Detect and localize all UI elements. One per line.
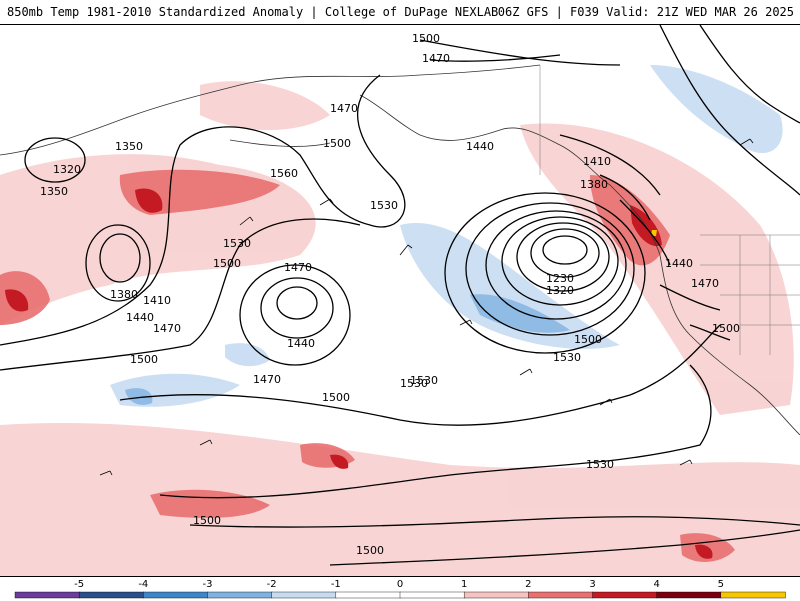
colorbar-segment: [463, 591, 530, 599]
contour-label: 1560: [270, 167, 298, 180]
contour-label: 1530: [400, 377, 428, 390]
colorbar-segment: [656, 591, 722, 599]
contour-label: 1530: [223, 237, 251, 250]
contour-label: 1530: [370, 199, 398, 212]
contour-label: 1470: [330, 102, 358, 115]
colorbar-tick-label: -1: [331, 579, 341, 590]
contour-label: 1470: [253, 373, 281, 386]
colorbar-tick-label: 1: [461, 579, 467, 590]
wind-barbs: [99, 138, 754, 476]
contour-label: 1500: [712, 322, 740, 335]
political-borders: [539, 65, 800, 355]
colorbar-tick-label: 5: [718, 579, 724, 590]
colorbar-tick-label: 2: [525, 579, 531, 590]
contour-label: 1470: [422, 52, 450, 65]
colorbar-tick-label: 0: [397, 579, 403, 590]
contour-label: 1440: [466, 140, 494, 153]
colorbar-segment: [399, 591, 465, 599]
contour-label: 1530: [553, 351, 581, 364]
contour-label: 1470: [284, 261, 312, 274]
colorbar-segments: [14, 591, 786, 599]
contour-label: 1320: [546, 284, 574, 297]
colorbar-tick-label: -3: [203, 579, 213, 590]
colorbar-segment: [271, 591, 337, 599]
contour-labels: 1500 1470 1470 1350 1320 1350 1500 1560 …: [40, 32, 740, 557]
contour-label: 1440: [665, 257, 693, 270]
contour-label: 1350: [40, 185, 68, 198]
moderate-cool-anomaly: [125, 294, 570, 405]
colorbar-segment: [528, 591, 594, 599]
model-run-info: 06Z GFS | F039 Valid: 21Z WED MAR 26 202…: [497, 5, 794, 19]
colorbar-segment: [335, 591, 401, 599]
contour-label: 1500: [213, 257, 241, 270]
height-contours: [0, 25, 800, 566]
colorbar-tick-label: -2: [267, 579, 277, 590]
colorbar-segment: [78, 591, 145, 599]
contour-label: 1410: [143, 294, 171, 307]
contour-label: 1320: [53, 163, 81, 176]
contour-label: 1350: [115, 140, 143, 153]
contour-label: 1470: [691, 277, 719, 290]
contour-label: 1500: [193, 514, 221, 527]
contour-label: 1500: [323, 137, 351, 150]
map-canvas: 1500 1470 1470 1350 1320 1350 1500 1560 …: [0, 25, 800, 576]
contour-label: 1440: [126, 311, 154, 324]
anomaly-colorbar: -5 -4 -3 -2 -1 0 1 2 3 4 5: [0, 576, 800, 601]
contour-label: 1500: [356, 544, 384, 557]
colorbar-segment: [720, 591, 786, 599]
contour-label: 1380: [580, 178, 608, 191]
weather-map: 1500 1470 1470 1350 1320 1350 1500 1560 …: [0, 25, 800, 576]
contour-label: 1380: [110, 288, 138, 301]
colorbar-segment: [592, 591, 658, 599]
warm-anomaly-shading: [0, 81, 800, 576]
colorbar-tick-label: 3: [589, 579, 595, 590]
product-title: 850mb Temp 1981-2010 Standardized Anomal…: [7, 5, 499, 19]
contour-label: 1500: [322, 391, 350, 404]
contour-label: 1530: [410, 374, 438, 387]
colorbar-segment: [14, 591, 80, 599]
colorbar-segment: [143, 591, 209, 599]
contour-label: 1230: [546, 272, 574, 285]
contour-label: 1470: [153, 322, 181, 335]
colorbar-tick-label: 4: [653, 579, 659, 590]
contour-label: 1500: [574, 333, 602, 346]
contour-label: 1440: [287, 337, 315, 350]
colorbar-canvas: -5 -4 -3 -2 -1 0 1 2 3 4 5: [14, 579, 786, 599]
map-header: 850mb Temp 1981-2010 Standardized Anomal…: [0, 0, 800, 25]
colorbar-segment: [207, 591, 273, 599]
colorbar-tick-label: -4: [138, 579, 148, 590]
contour-label: 1500: [412, 32, 440, 45]
contour-label: 1500: [130, 353, 158, 366]
contour-label: 1530: [586, 458, 614, 471]
colorbar-labels: -5 -4 -3 -2 -1 0 1 2 3 4 5: [74, 579, 724, 590]
contour-label: 1410: [583, 155, 611, 168]
colorbar-tick-label: -5: [74, 579, 84, 590]
